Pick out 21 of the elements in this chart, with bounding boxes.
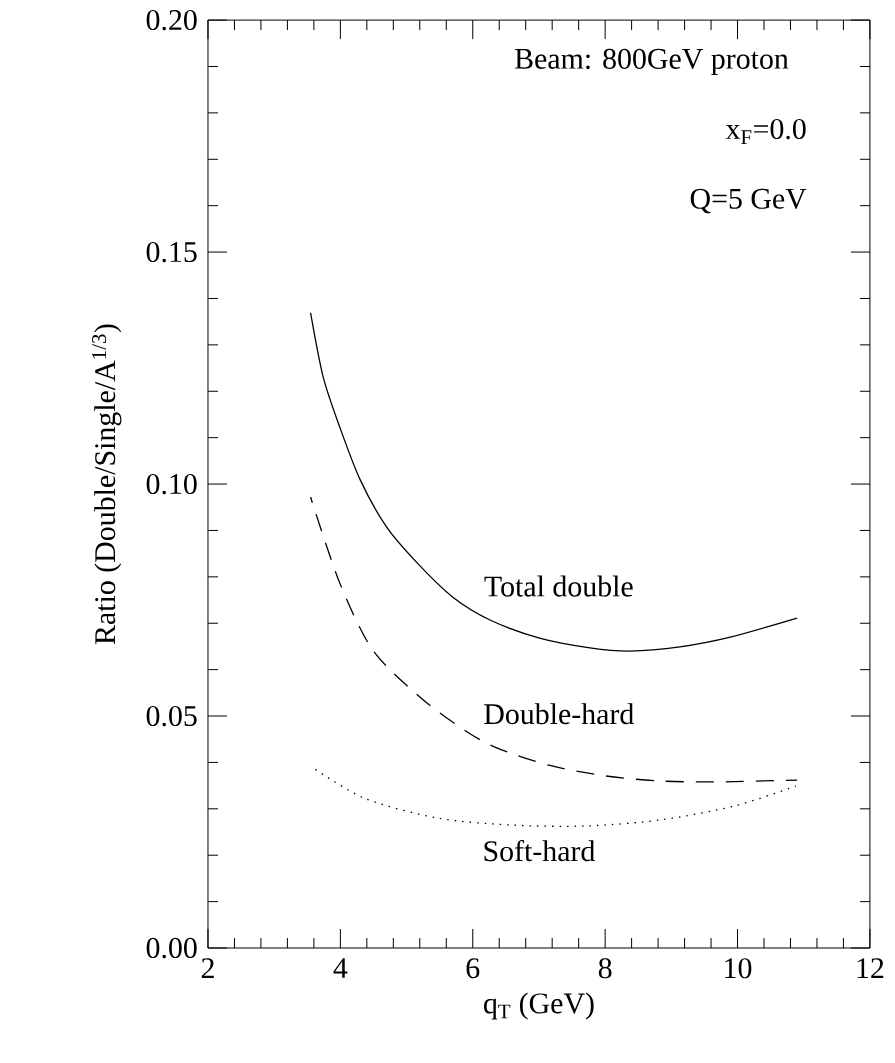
x-tick-label: 4 [333,958,348,978]
y-tick-label: 0.15 [146,241,197,263]
y-tick-label: 0.20 [146,9,197,31]
x-tick-label: 10 [725,958,752,979]
annotation: Beam: 800GeV proton [515,48,789,75]
line-series [310,312,798,652]
annotation: x$_{F}$=0.0 [725,118,806,144]
line-series [310,496,798,783]
y-tick-label: 0.05 [146,705,197,727]
x-tick-label: 12 [857,958,884,978]
x-tick-label: 6 [466,958,480,979]
x-tick-label: 2 [201,958,214,978]
x-tick-label: 8 [598,958,612,979]
y-axis-title: Ratio (Double/Single/A$^{1/3}$) [92,324,122,645]
series-label: Total double [484,575,633,597]
series-label: Double-hard [484,703,635,725]
series-label: Soft-hard [484,839,596,862]
annotation: Q=5 GeV [690,188,807,214]
x-axis-title: q$_{T}$ (GeV) [484,992,594,1020]
y-tick-label: 0.10 [146,473,197,495]
y-tick-label: 0.00 [146,937,197,959]
